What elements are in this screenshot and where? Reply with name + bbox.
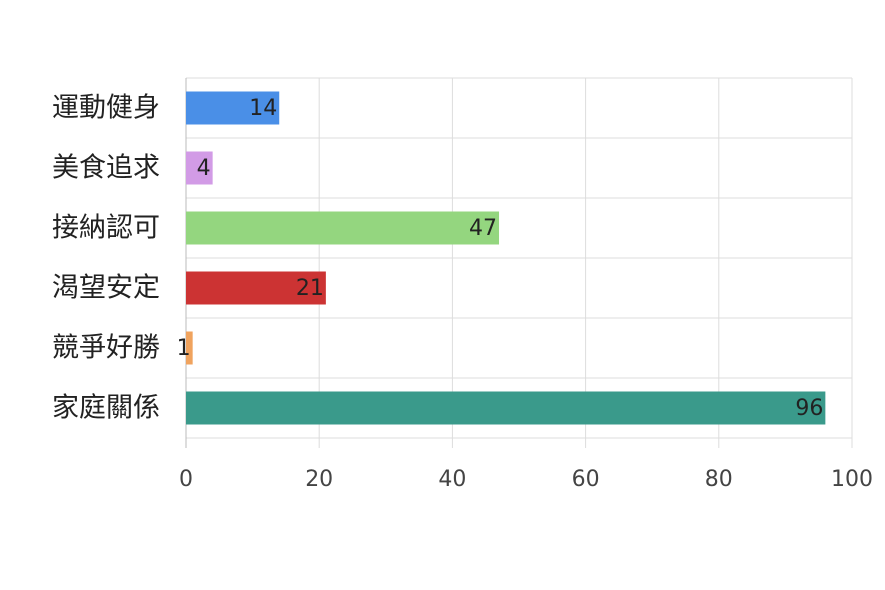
- y-tick-label: 接納認可: [52, 213, 160, 244]
- value-label: 96: [795, 396, 823, 421]
- x-tick-label: 40: [438, 467, 466, 492]
- value-label: 1: [177, 336, 191, 361]
- bar: [186, 271, 326, 305]
- bar: [186, 211, 500, 245]
- value-label: 4: [197, 156, 211, 181]
- bar: [186, 91, 280, 125]
- x-tick-label: 0: [179, 467, 193, 492]
- x-tick-label: 60: [572, 467, 600, 492]
- bar: [186, 391, 826, 425]
- x-tick-label: 100: [831, 467, 873, 492]
- value-label: 47: [469, 216, 497, 241]
- bar: [186, 331, 193, 365]
- y-tick-label: 運動健身: [52, 93, 160, 124]
- y-tick-label: 美食追求: [52, 153, 160, 184]
- y-tick-label: 家庭關係: [52, 393, 160, 424]
- y-tick-label: 渴望安定: [52, 273, 160, 304]
- x-tick-label: 80: [705, 467, 733, 492]
- value-label: 21: [296, 276, 324, 301]
- value-label: 14: [249, 96, 277, 121]
- x-tick-label: 20: [305, 467, 333, 492]
- bar: [186, 151, 213, 185]
- y-tick-label: 競爭好勝: [52, 333, 160, 364]
